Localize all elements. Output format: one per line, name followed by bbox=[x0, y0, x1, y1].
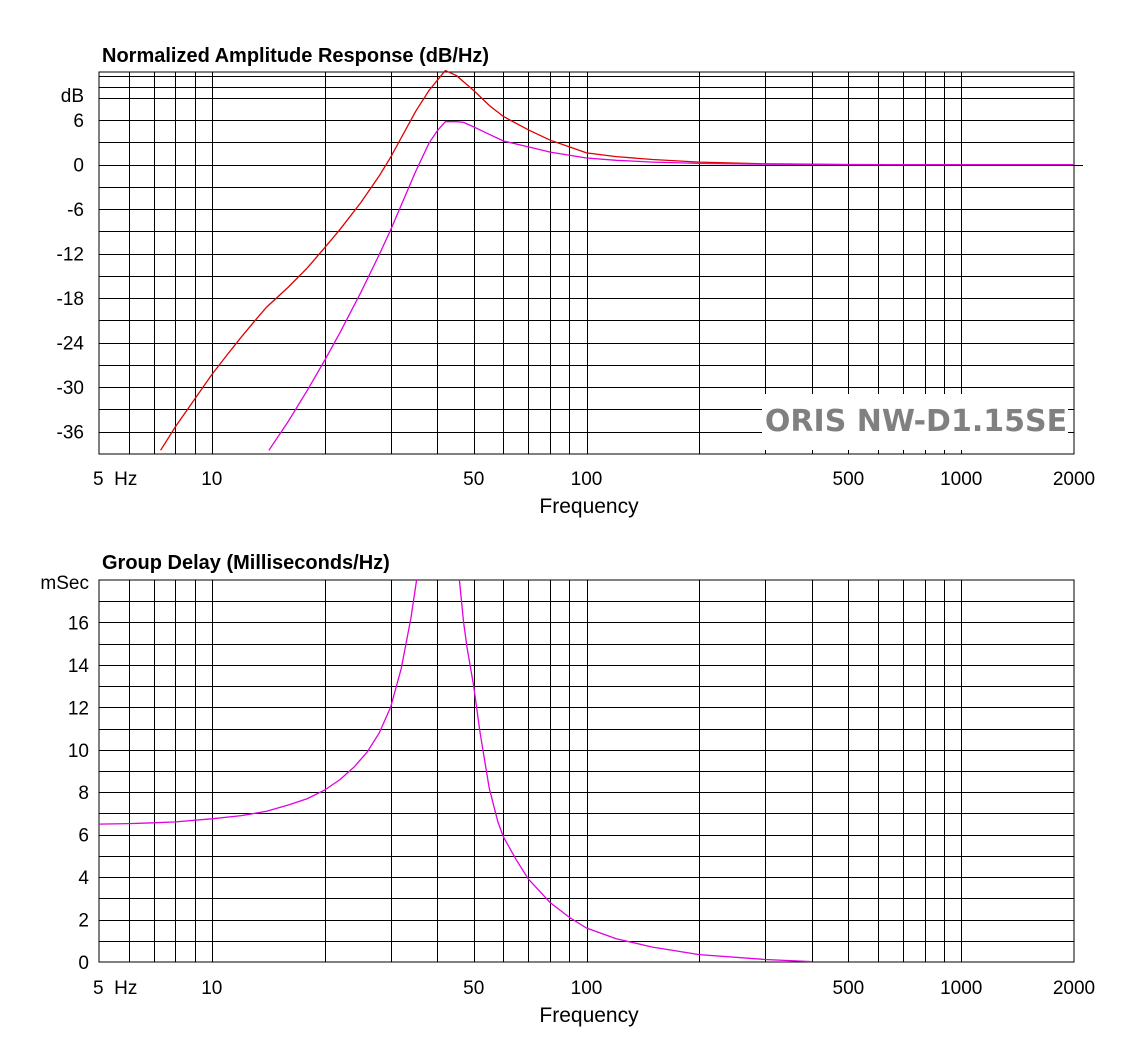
amplitude-grid bbox=[98, 71, 1083, 455]
amplitude-chart-title: Normalized Amplitude Response (dB/Hz) bbox=[102, 45, 489, 67]
group-delay-series-line-1 bbox=[98, 579, 418, 825]
group-delay-x-tick-label: 1000 bbox=[940, 978, 982, 999]
group-delay-y-tick-label: 4 bbox=[78, 868, 89, 889]
group-delay-x-axis-label: Frequency bbox=[539, 1004, 639, 1027]
group-delay-series-line-2 bbox=[458, 579, 813, 963]
group-delay-y-tick-label: 16 bbox=[68, 613, 89, 634]
group-delay-y-tick-label: 12 bbox=[68, 698, 89, 719]
amplitude-series-line-2 bbox=[268, 121, 1074, 451]
amplitude-plot-frame bbox=[98, 71, 1075, 455]
watermark-box bbox=[762, 394, 1068, 450]
amplitude-x-tick-labels: 5 Hz 10 50 100 500 1000 2000 bbox=[93, 469, 1095, 490]
amplitude-y-tick-label: -30 bbox=[57, 378, 84, 399]
amplitude-y-tick-label: -36 bbox=[57, 423, 84, 444]
group-delay-y-tick-label: 8 bbox=[78, 783, 89, 804]
group-delay-x-tick-label: 50 bbox=[463, 978, 484, 999]
amplitude-chart: Normalized Amplitude Response (dB/Hz) dB… bbox=[57, 45, 1096, 518]
group-delay-y-tick-labels: 16 14 12 10 8 6 4 2 0 bbox=[68, 613, 90, 974]
amplitude-x-tick-label: 100 bbox=[571, 469, 603, 490]
amplitude-y-unit-label: dB bbox=[61, 86, 84, 107]
amplitude-y-tick-labels: 6 0 -6 -12 -18 -24 -30 -36 bbox=[57, 111, 85, 444]
amplitude-series-line-1 bbox=[160, 69, 904, 451]
group-delay-y-unit-label: mSec bbox=[40, 573, 89, 594]
amplitude-y-tick-label: 6 bbox=[73, 111, 84, 132]
group-delay-x-tick-label: 10 bbox=[201, 978, 222, 999]
group-delay-curves bbox=[98, 579, 813, 963]
amplitude-x-axis-label: Frequency bbox=[539, 495, 639, 518]
group-delay-y-tick-label: 14 bbox=[68, 656, 90, 677]
amplitude-y-tick-label: -6 bbox=[67, 200, 84, 221]
amplitude-x-tick-label: 2000 bbox=[1053, 469, 1095, 490]
group-delay-y-tick-label: 0 bbox=[78, 953, 89, 974]
amplitude-y-tick-label: -24 bbox=[57, 334, 85, 355]
amplitude-y-tick-label: -18 bbox=[57, 289, 84, 310]
group-delay-chart-title: Group Delay (Milliseconds/Hz) bbox=[102, 552, 390, 574]
group-delay-x-tick-labels: 5 Hz 10 50 100 500 1000 2000 bbox=[93, 978, 1095, 999]
group-delay-x-tick-label: 500 bbox=[833, 978, 865, 999]
amplitude-y-tick-label: -12 bbox=[57, 245, 84, 266]
group-delay-chart: Group Delay (Milliseconds/Hz) mSec 16141… bbox=[40, 552, 1095, 1027]
group-delay-y-tick-label: 6 bbox=[78, 826, 89, 847]
amplitude-y-tick-label: 0 bbox=[73, 156, 84, 177]
group-delay-x-tick-label: 100 bbox=[571, 978, 603, 999]
watermark-text: ORIS NW-D1.15SE bbox=[765, 404, 1067, 439]
amplitude-x-tick-label: 1000 bbox=[940, 469, 982, 490]
amplitude-curves bbox=[160, 69, 1074, 451]
amplitude-x-tick-label: 500 bbox=[833, 469, 865, 490]
amplitude-x-tick-label: 50 bbox=[463, 469, 484, 490]
group-delay-x-tick-label: 5 Hz bbox=[93, 978, 137, 999]
group-delay-y-tick-label: 2 bbox=[78, 911, 89, 932]
amplitude-x-tick-label: 10 bbox=[201, 469, 222, 490]
amplitude-x-tick-label: 5 Hz bbox=[93, 469, 137, 490]
group-delay-grid bbox=[98, 579, 1075, 963]
group-delay-x-tick-label: 2000 bbox=[1053, 978, 1095, 999]
group-delay-y-tick-label: 10 bbox=[68, 741, 89, 762]
